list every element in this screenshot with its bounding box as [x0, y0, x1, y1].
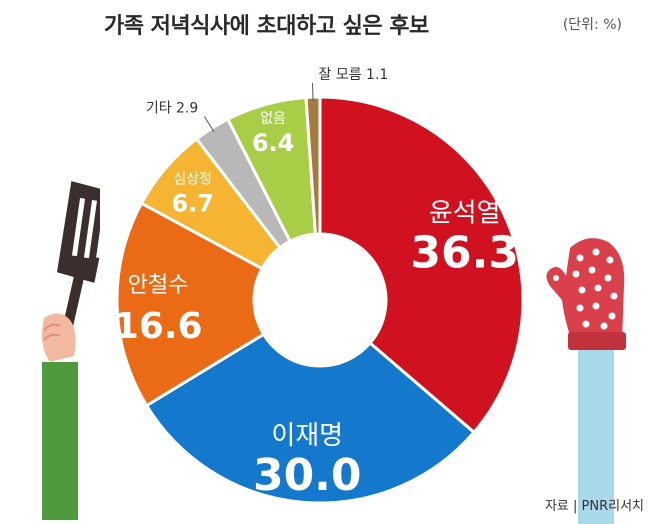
- donut-slice-2: [144, 332, 477, 505]
- donut-slice-7: [304, 95, 322, 236]
- sleeve: [578, 350, 614, 524]
- spatula-hand-illustration: [42, 181, 100, 520]
- source-note: 자료 | PNR리서치: [544, 499, 644, 514]
- oven-mitt-icon: [546, 238, 626, 350]
- slice-label-1: 윤석열: [429, 199, 501, 229]
- slice-value-3: 16.6: [114, 306, 203, 347]
- outer-label-5: 기타 2.9: [146, 100, 198, 116]
- oven-mitt-illustration: [546, 238, 626, 524]
- slice-group: [115, 95, 525, 505]
- slice-label-3: 안철수: [128, 273, 189, 298]
- leader-line-5: [203, 116, 215, 132]
- slice-value-6: 6.4: [252, 129, 295, 157]
- outer-label-7: 잘 모름 1.1: [319, 67, 389, 83]
- hand-icon: [42, 313, 78, 520]
- donut-slice-1: [318, 95, 525, 435]
- slice-value-2: 30.0: [253, 450, 362, 501]
- slice-label-4: 심상정: [173, 171, 212, 187]
- donut-slice-3: [115, 201, 266, 408]
- leader-line-7: [312, 83, 314, 102]
- spatula-icon: [56, 181, 100, 340]
- slice-label-6: 없음: [260, 111, 286, 127]
- slice-value-4: 6.7: [171, 189, 214, 217]
- outer-label-group: 기타 2.9 잘 모름 1.1: [146, 67, 388, 132]
- unit-note: (단위: %): [562, 17, 622, 33]
- slice-label-2: 이재명: [271, 421, 343, 451]
- chart-title: 가족 저녁식사에 초대하고 싶은 후보: [104, 14, 429, 39]
- slice-value-1: 36.3: [410, 228, 519, 279]
